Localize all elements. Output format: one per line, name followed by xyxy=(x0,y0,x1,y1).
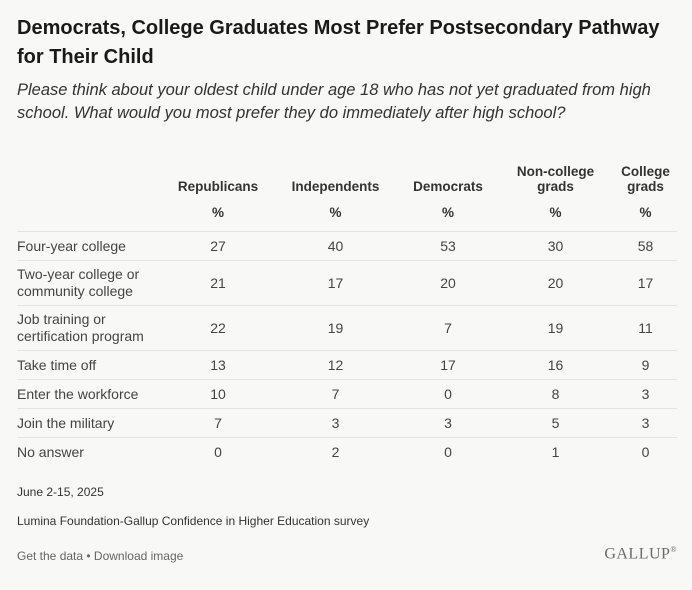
table-row: Four-year college 27 40 53 30 58 xyxy=(17,231,677,261)
value-cell: 3 xyxy=(272,408,399,438)
value-cell: 30 xyxy=(497,231,614,261)
value-cell: 12 xyxy=(272,350,399,380)
results-table: Republicans Independents Democrats Non-c… xyxy=(17,158,677,466)
value-cell: 53 xyxy=(399,231,497,261)
unit-cell: % xyxy=(164,194,272,232)
unit-cell: % xyxy=(272,194,399,232)
value-cell: 7 xyxy=(399,305,497,351)
value-cell: 1 xyxy=(551,443,560,460)
survey-source: Lumina Foundation-Gallup Confidence in H… xyxy=(17,514,370,528)
survey-date: June 2-15, 2025 xyxy=(17,485,104,499)
unit-cell: % xyxy=(497,194,614,232)
value-cell: 40 xyxy=(272,231,399,261)
table-row: Enter the workforce 10 7 0 8 3 xyxy=(17,379,677,409)
value-cell: 19 xyxy=(497,305,614,351)
unit-row: % % % % % xyxy=(17,194,677,232)
value-cell: 58 xyxy=(614,231,677,261)
value-cell: 10 xyxy=(164,379,272,409)
download-image-link[interactable]: Download image xyxy=(93,549,184,563)
gallup-logo: GALLUP® xyxy=(604,545,677,563)
unit-cell-blank xyxy=(17,194,164,232)
value-cell: 2 xyxy=(331,443,340,460)
column-header-college-grads: College grads xyxy=(621,164,670,194)
footer-links: Get the data • Download image xyxy=(17,549,183,563)
value-cell: 0 xyxy=(444,443,452,460)
unit-cell: % xyxy=(399,194,497,232)
value-cell: 20 xyxy=(497,260,614,306)
value-cell: 16 xyxy=(497,350,614,380)
row-label-header xyxy=(17,158,164,194)
table-row: Two-year college or community college 21… xyxy=(17,260,677,306)
value-cell: 9 xyxy=(614,350,677,380)
row-label: Join the military xyxy=(17,408,164,438)
value-cell: 0 xyxy=(399,379,497,409)
value-cell: 5 xyxy=(497,408,614,438)
value-cell: 7 xyxy=(164,408,272,438)
value-cell: 3 xyxy=(614,379,677,409)
column-header-republicans: Republicans xyxy=(177,179,259,194)
table-row: Job training or certification program 22… xyxy=(17,305,677,351)
row-label: No answer xyxy=(17,443,84,460)
value-cell: 13 xyxy=(164,350,272,380)
gallup-wordmark: GALLUP xyxy=(604,545,671,563)
column-header-row: Republicans Independents Democrats Non-c… xyxy=(17,158,677,194)
value-cell: 8 xyxy=(497,379,614,409)
table-row: No answer 0 2 0 1 0 xyxy=(17,438,677,467)
value-cell: 17 xyxy=(399,350,497,380)
value-cell: 0 xyxy=(214,443,222,460)
link-separator: • xyxy=(83,549,94,563)
table-row: Take time off 13 12 17 16 9 xyxy=(17,350,677,380)
chart-title: Democrats, College Graduates Most Prefer… xyxy=(17,17,660,68)
value-cell: 0 xyxy=(641,443,650,460)
value-cell: 3 xyxy=(614,408,677,438)
unit-cell: % xyxy=(614,194,677,232)
value-cell: 27 xyxy=(164,231,272,261)
value-cell: 11 xyxy=(614,305,677,351)
row-label: Job training or certification program xyxy=(17,305,164,351)
value-cell: 17 xyxy=(614,260,677,306)
column-header-non-college-grads: Non-college grads xyxy=(516,164,595,194)
column-header-independents: Independents xyxy=(291,179,380,194)
row-label: Four-year college xyxy=(17,231,164,261)
registered-mark: ® xyxy=(670,545,677,554)
value-cell: 19 xyxy=(272,305,399,351)
value-cell: 17 xyxy=(272,260,399,306)
row-label: Two-year college or community college xyxy=(17,260,164,306)
value-cell: 7 xyxy=(272,379,399,409)
column-header-democrats: Democrats xyxy=(413,179,483,194)
table-row: Join the military 7 3 3 5 3 xyxy=(17,408,677,438)
get-data-link[interactable]: Get the data xyxy=(17,549,84,563)
row-label: Take time off xyxy=(17,350,164,380)
row-label: Enter the workforce xyxy=(17,379,164,409)
value-cell: 22 xyxy=(164,305,272,351)
chart-subtitle: Please think about your oldest child und… xyxy=(17,81,651,122)
value-cell: 21 xyxy=(164,260,272,306)
value-cell: 3 xyxy=(399,408,497,438)
value-cell: 20 xyxy=(399,260,497,306)
